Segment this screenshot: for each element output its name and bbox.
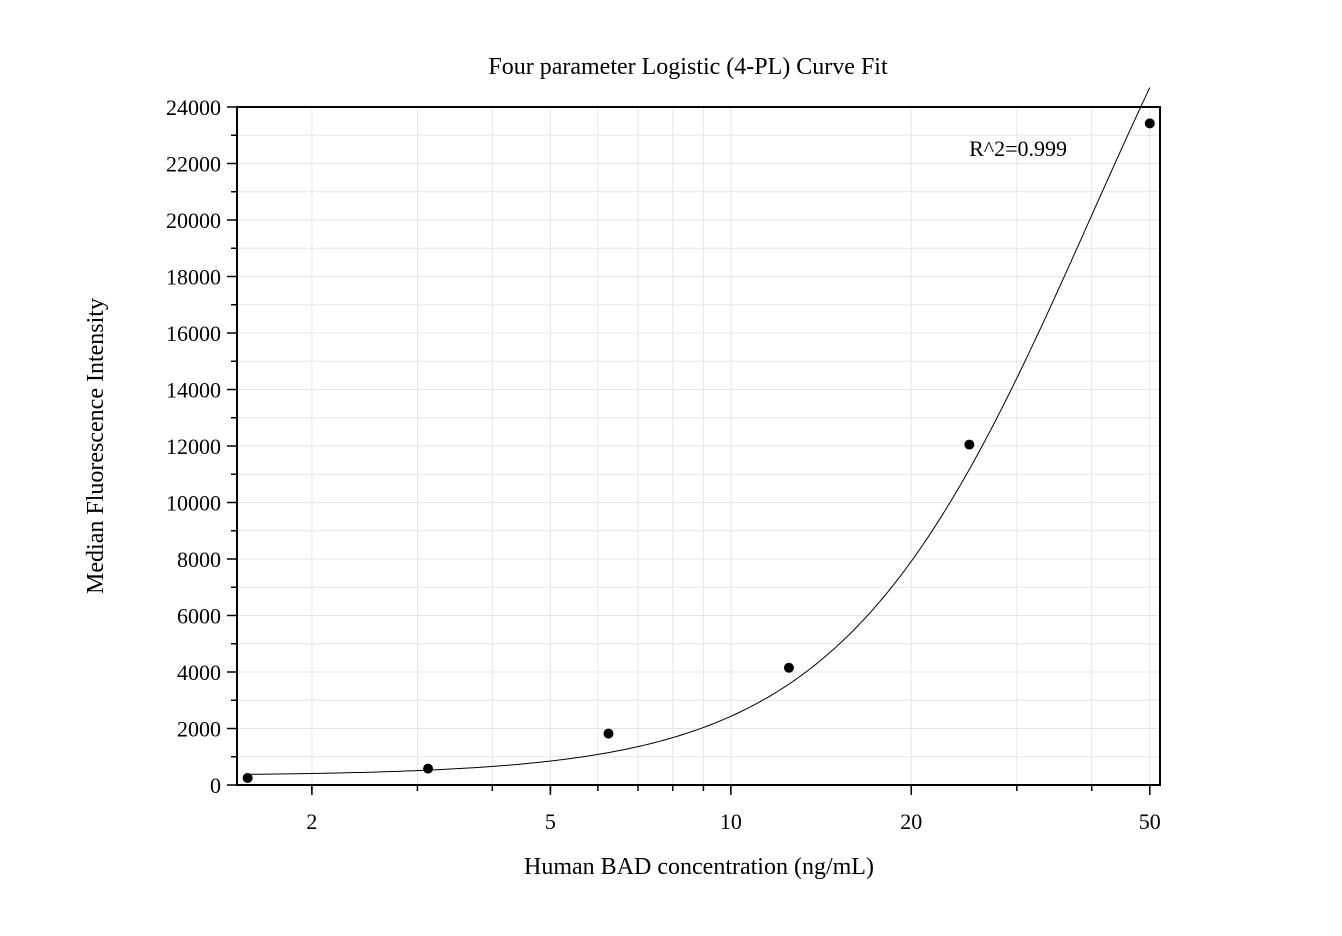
y-tick-label: 16000 [166, 321, 221, 346]
y-tick-label: 12000 [166, 434, 221, 459]
x-tick-label: 20 [900, 809, 922, 834]
tick-labels: 2 5 10 20 50 0 2000 4000 6000 8000 10000 12000 14000… [166, 95, 1161, 834]
y-tick-label: 6000 [177, 604, 221, 629]
chart-title: Four parameter Logistic (4-PL) Curve Fit [488, 54, 888, 80]
data-points [242, 118, 1155, 783]
grid-lines [237, 106, 1160, 785]
x-tick-label: 5 [545, 809, 556, 834]
y-tick-label: 24000 [166, 95, 221, 120]
y-tick-label: 8000 [177, 547, 221, 572]
y-tick-label: 10000 [166, 491, 221, 516]
y-tick-label: 0 [210, 773, 221, 798]
data-point [783, 662, 794, 673]
x-tick-label: 2 [306, 809, 317, 834]
data-point [423, 763, 434, 774]
y-tick-label: 20000 [166, 208, 221, 233]
y-tick-label: 22000 [166, 152, 221, 177]
r-squared-annotation: R^2=0.999 [969, 136, 1067, 161]
x-axis-label: Human BAD concentration (ng/mL) [524, 854, 874, 880]
x-tick-label: 50 [1139, 809, 1161, 834]
y-tick-label: 14000 [166, 378, 221, 403]
fit-curve-layer [247, 87, 1151, 775]
data-point [1144, 118, 1155, 129]
data-point [242, 772, 253, 783]
x-tick-label: 10 [720, 809, 742, 834]
data-point [964, 439, 975, 450]
y-tick-label: 2000 [177, 717, 221, 742]
y-tick-label: 4000 [177, 660, 221, 685]
y-axis-label: Median Fluorescence Intensity [83, 298, 109, 594]
data-point [603, 728, 614, 739]
fit-curve [247, 87, 1151, 775]
y-tick-label: 18000 [166, 265, 221, 290]
axis-ticks [227, 106, 1151, 795]
